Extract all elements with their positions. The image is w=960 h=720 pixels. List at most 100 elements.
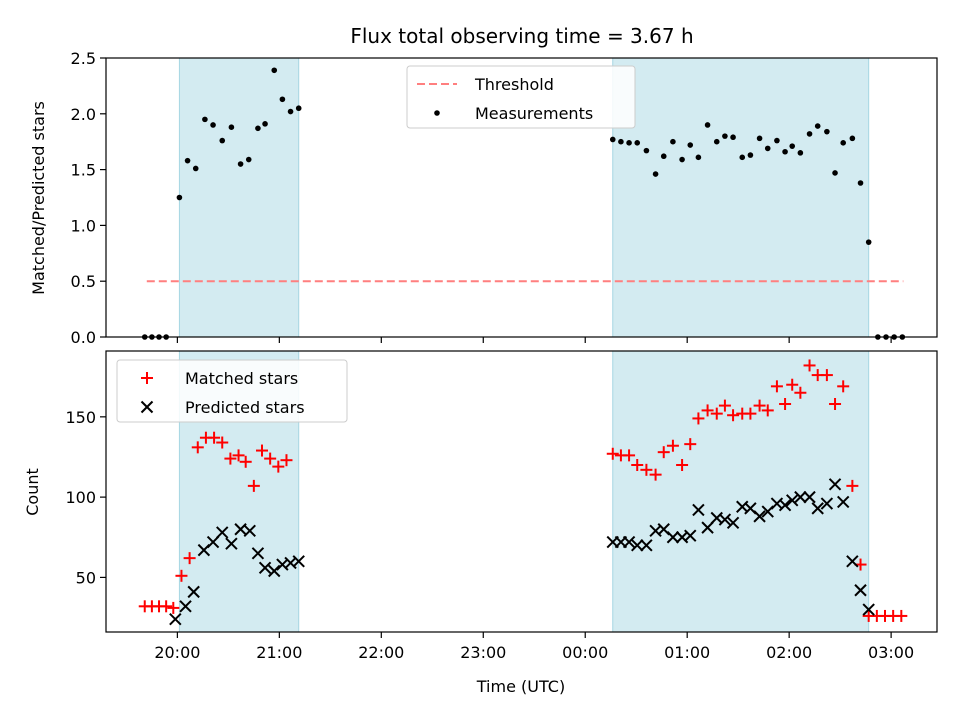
data-point: [684, 529, 697, 542]
data-point: [216, 526, 229, 539]
data-point: [618, 138, 624, 145]
data-point: [623, 449, 636, 462]
data-point: [634, 140, 641, 146]
data-point: [778, 498, 792, 512]
y-tick-label: 150: [65, 408, 96, 427]
data-point: [175, 569, 188, 582]
data-point: [862, 603, 875, 616]
data-point: [789, 143, 796, 149]
data-point: [794, 490, 807, 504]
data-point: [849, 135, 856, 142]
data-point: [713, 138, 720, 145]
data-point: [803, 359, 816, 372]
x-tick-label: 23:00: [460, 643, 506, 662]
data-point: [184, 157, 191, 164]
y-axis-label-top: Matched/Predicted stars: [29, 101, 48, 295]
observing-span: [612, 58, 869, 337]
data-point: [704, 122, 711, 128]
legend: Matched stars Predicted stars: [116, 359, 348, 423]
data-point: [622, 535, 636, 549]
x-axis-label: Time (UTC): [476, 677, 565, 696]
data-point: [753, 399, 766, 412]
data-point: [846, 555, 859, 568]
data-point: [225, 537, 238, 550]
series-matched-stars: [138, 359, 908, 622]
legend-entry: Threshold: [417, 75, 554, 94]
legend-swatch: [141, 372, 153, 384]
legend-label: Measurements: [475, 104, 593, 123]
y-tick-label: 1.5: [71, 161, 96, 180]
data-point: [287, 108, 294, 115]
data-point: [219, 137, 226, 144]
data-point: [183, 552, 196, 565]
data-point: [262, 121, 268, 127]
data-point: [794, 386, 807, 399]
data-point: [824, 128, 830, 135]
data-point: [626, 140, 632, 146]
series-predicted-stars: [169, 478, 875, 626]
data-point: [268, 564, 281, 578]
data-point: [701, 404, 714, 417]
data-point: [247, 479, 260, 492]
data-point: [727, 409, 740, 422]
y-tick-label: 100: [65, 488, 96, 507]
data-point: [726, 516, 740, 530]
data-point: [187, 585, 200, 599]
data-point: [837, 380, 850, 393]
data-point: [761, 404, 774, 417]
data-point: [692, 503, 705, 517]
data-point: [179, 600, 192, 613]
legend-entry: Measurements: [434, 104, 593, 123]
legend-label: Threshold: [474, 75, 554, 94]
data-point: [666, 439, 679, 452]
data-point: [828, 478, 842, 491]
y-axis-label-bottom: Count: [23, 468, 42, 516]
y-tick-label: 0.0: [71, 328, 96, 347]
data-point: [272, 460, 285, 473]
data-point: [744, 407, 757, 420]
data-point: [256, 444, 269, 457]
data-point: [770, 380, 783, 393]
x-tick-label: 02:00: [766, 643, 812, 662]
data-point: [228, 124, 235, 130]
data-point: [609, 136, 616, 143]
data-point: [216, 436, 229, 449]
data-point: [169, 612, 182, 626]
panel-ratio: 0.0 0.5 1.0 1.5 2.0 2.5 Threshold Measurements: [71, 49, 938, 347]
data-point: [676, 459, 689, 472]
data-point: [684, 438, 697, 451]
data-point: [640, 463, 653, 476]
data-point: [176, 194, 183, 201]
data-point: [753, 510, 766, 523]
data-point: [806, 131, 813, 137]
observing-span: [612, 351, 869, 632]
axes-frame: [105, 57, 938, 338]
data-point: [739, 154, 746, 161]
x-tick-label: 20:00: [154, 643, 200, 662]
data-point: [718, 513, 732, 526]
y-tick-label: 1.0: [71, 216, 96, 235]
data-point: [730, 134, 736, 141]
legend: Threshold Measurements: [406, 65, 636, 129]
data-point: [280, 454, 293, 467]
data-point: [292, 555, 305, 568]
data-point: [191, 441, 204, 454]
data-point: [854, 584, 867, 597]
data-point: [803, 490, 816, 504]
data-point: [722, 133, 728, 139]
data-point: [271, 67, 278, 74]
data-point: [865, 239, 872, 245]
data-point: [239, 455, 252, 468]
data-point: [786, 494, 799, 507]
data-point: [208, 431, 221, 444]
data-point: [687, 142, 694, 148]
chart-title: Flux total observing time = 3.67 h: [350, 24, 693, 48]
data-point: [660, 153, 667, 160]
data-point: [797, 150, 804, 156]
data-point: [657, 446, 670, 459]
data-point: [243, 524, 256, 538]
legend-swatch: [140, 400, 154, 414]
y-tick-label: 2.5: [71, 49, 96, 68]
legend-box: [406, 65, 636, 129]
data-point: [264, 452, 277, 465]
